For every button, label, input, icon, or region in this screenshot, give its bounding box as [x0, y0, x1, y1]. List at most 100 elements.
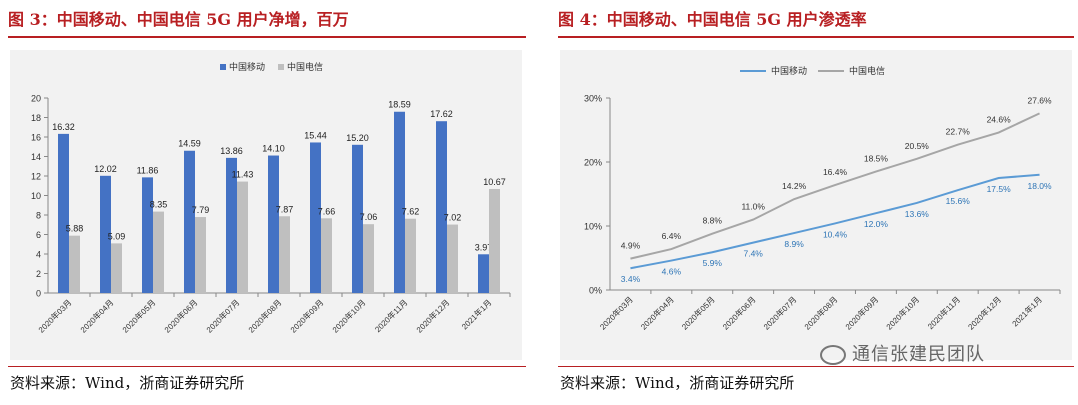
bar-cmcc — [268, 155, 279, 293]
data-label: 5.88 — [66, 224, 84, 234]
source-rule — [8, 366, 526, 367]
y-tick-label: 2 — [36, 269, 41, 279]
bar-chart-area: 0 2 4 6 8 10 12 14 16 18 20 16.32 5.88 2020年03月 12.02 5… — [10, 50, 522, 360]
data-label: 17.5% — [987, 184, 1012, 194]
data-label: 7.66 — [318, 206, 336, 216]
line-chart-area: 0% 10% 20% 30% 3.4% 4.6% 5.9% 7.4% 8.9% 10.4% 12.0… — [560, 50, 1072, 360]
data-label: 6.4% — [662, 231, 682, 241]
x-tick-label: 2020年07月 — [761, 294, 798, 331]
x-tick-label: 2020年12月 — [414, 297, 451, 334]
bar-chart: 0 2 4 6 8 10 12 14 16 18 20 16.32 5.88 2020年03月 12.02 5… — [31, 61, 511, 335]
bar-ct — [153, 211, 164, 293]
bar-cmcc — [394, 111, 405, 293]
data-label: 15.44 — [304, 130, 327, 140]
figure-4-title: 图 4：中国移动、中国电信 5G 用户渗透率 — [558, 10, 867, 29]
bar-cmcc — [184, 150, 195, 293]
y-tick-label: 4 — [36, 250, 41, 260]
title-rule — [558, 36, 1074, 38]
data-label: 5.09 — [108, 231, 126, 241]
data-label: 24.6% — [987, 115, 1012, 125]
x-tick-label: 2020年11月 — [373, 297, 410, 334]
x-tick-label: 2020年07月 — [204, 297, 241, 334]
bar-ct — [321, 218, 332, 293]
bar-cmcc — [142, 177, 153, 293]
data-label: 20.5% — [905, 141, 930, 151]
data-label: 7.06 — [360, 212, 378, 222]
y-tick-label: 14 — [31, 152, 41, 162]
legend-label: 中国电信 — [287, 61, 323, 73]
watermark-text: 通信张建民团队 — [852, 344, 985, 365]
data-label: 8.35 — [150, 200, 168, 210]
x-tick-label: 2020年10月 — [330, 297, 367, 334]
line-ct — [630, 112, 1040, 260]
y-tick-label: 16 — [31, 133, 41, 143]
x-tick-label: 2020年04月 — [639, 294, 676, 331]
data-label: 8.9% — [784, 239, 804, 249]
data-label: 15.20 — [346, 133, 369, 143]
bar-cmcc — [58, 133, 69, 293]
legend-label: 中国移动 — [771, 65, 807, 77]
bar-ct — [195, 217, 206, 293]
bar-ct — [279, 216, 290, 293]
data-label: 13.86 — [220, 146, 243, 156]
data-label: 14.10 — [262, 144, 285, 154]
x-tick-label: 2021年1月 — [1010, 294, 1044, 328]
data-label: 7.02 — [444, 213, 462, 223]
y-tick-label: 6 — [36, 230, 41, 240]
legend-swatch — [220, 64, 226, 70]
data-label: 11.86 — [137, 165, 159, 175]
bar-ct — [111, 243, 122, 293]
x-tick-label: 2020年05月 — [120, 297, 157, 334]
y-tick-label: 20 — [31, 94, 41, 104]
y-tick-label: 18 — [31, 113, 41, 123]
bar-cmcc — [436, 121, 447, 293]
y-tick-label: 8 — [36, 211, 41, 221]
bar-ct — [447, 224, 458, 293]
bar-ct — [489, 188, 500, 293]
figure-3-title: 图 3：中国移动、中国电信 5G 用户净增，百万 — [8, 10, 349, 29]
bar-ct — [237, 181, 248, 293]
data-label: 16.4% — [823, 167, 848, 177]
bar-cmcc — [478, 254, 489, 293]
y-tick-label: 0% — [589, 286, 602, 296]
y-tick-label: 30% — [584, 94, 602, 104]
bar-ct — [405, 218, 416, 293]
bar-cmcc — [226, 157, 237, 293]
bar-ct — [363, 224, 374, 293]
data-label: 14.59 — [178, 139, 201, 149]
x-tick-label: 2020年05月 — [679, 294, 716, 331]
data-label: 10.4% — [823, 229, 848, 239]
data-label: 18.59 — [388, 100, 411, 110]
y-tick-label: 12 — [31, 172, 41, 182]
y-tick-label: 0 — [36, 289, 41, 299]
data-label: 11.43 — [232, 170, 254, 180]
x-tick-label: 2020年06月 — [720, 294, 757, 331]
x-tick-label: 2020年03月 — [598, 294, 635, 331]
data-label: 7.4% — [743, 249, 763, 259]
data-label: 17.62 — [430, 109, 453, 119]
bar-cmcc — [310, 142, 321, 293]
source-rule — [558, 366, 1074, 367]
data-label: 8.8% — [703, 216, 723, 226]
data-label: 14.2% — [782, 181, 807, 191]
data-label: 13.6% — [905, 209, 930, 219]
data-label: 4.6% — [662, 267, 682, 277]
data-label: 4.9% — [621, 241, 641, 251]
data-label: 18.5% — [864, 154, 889, 164]
data-label: 18.0% — [1027, 181, 1052, 191]
x-tick-label: 2020年04月 — [78, 297, 115, 334]
figure-4-source: 资料来源：Wind，浙商证券研究所 — [560, 374, 795, 392]
x-tick-label: 2020年03月 — [36, 297, 73, 334]
data-label: 7.79 — [192, 205, 210, 215]
legend-swatch — [278, 64, 284, 70]
x-tick-label: 2020年08月 — [246, 297, 283, 334]
title-rule — [8, 36, 526, 38]
line-cmcc — [630, 173, 1040, 270]
data-label: 3.4% — [621, 274, 641, 284]
x-tick-label: 2020年11月 — [925, 294, 962, 331]
y-tick-label: 10% — [584, 222, 602, 232]
y-tick-label: 10 — [31, 191, 41, 201]
figure-3-panel: 图 3：中国移动、中国电信 5G 用户净增，百万 0 2 4 6 8 10 12 14 16 18… — [0, 0, 530, 405]
data-label: 27.6% — [1027, 95, 1052, 105]
watermark: 通信张建民团队 — [820, 340, 985, 366]
